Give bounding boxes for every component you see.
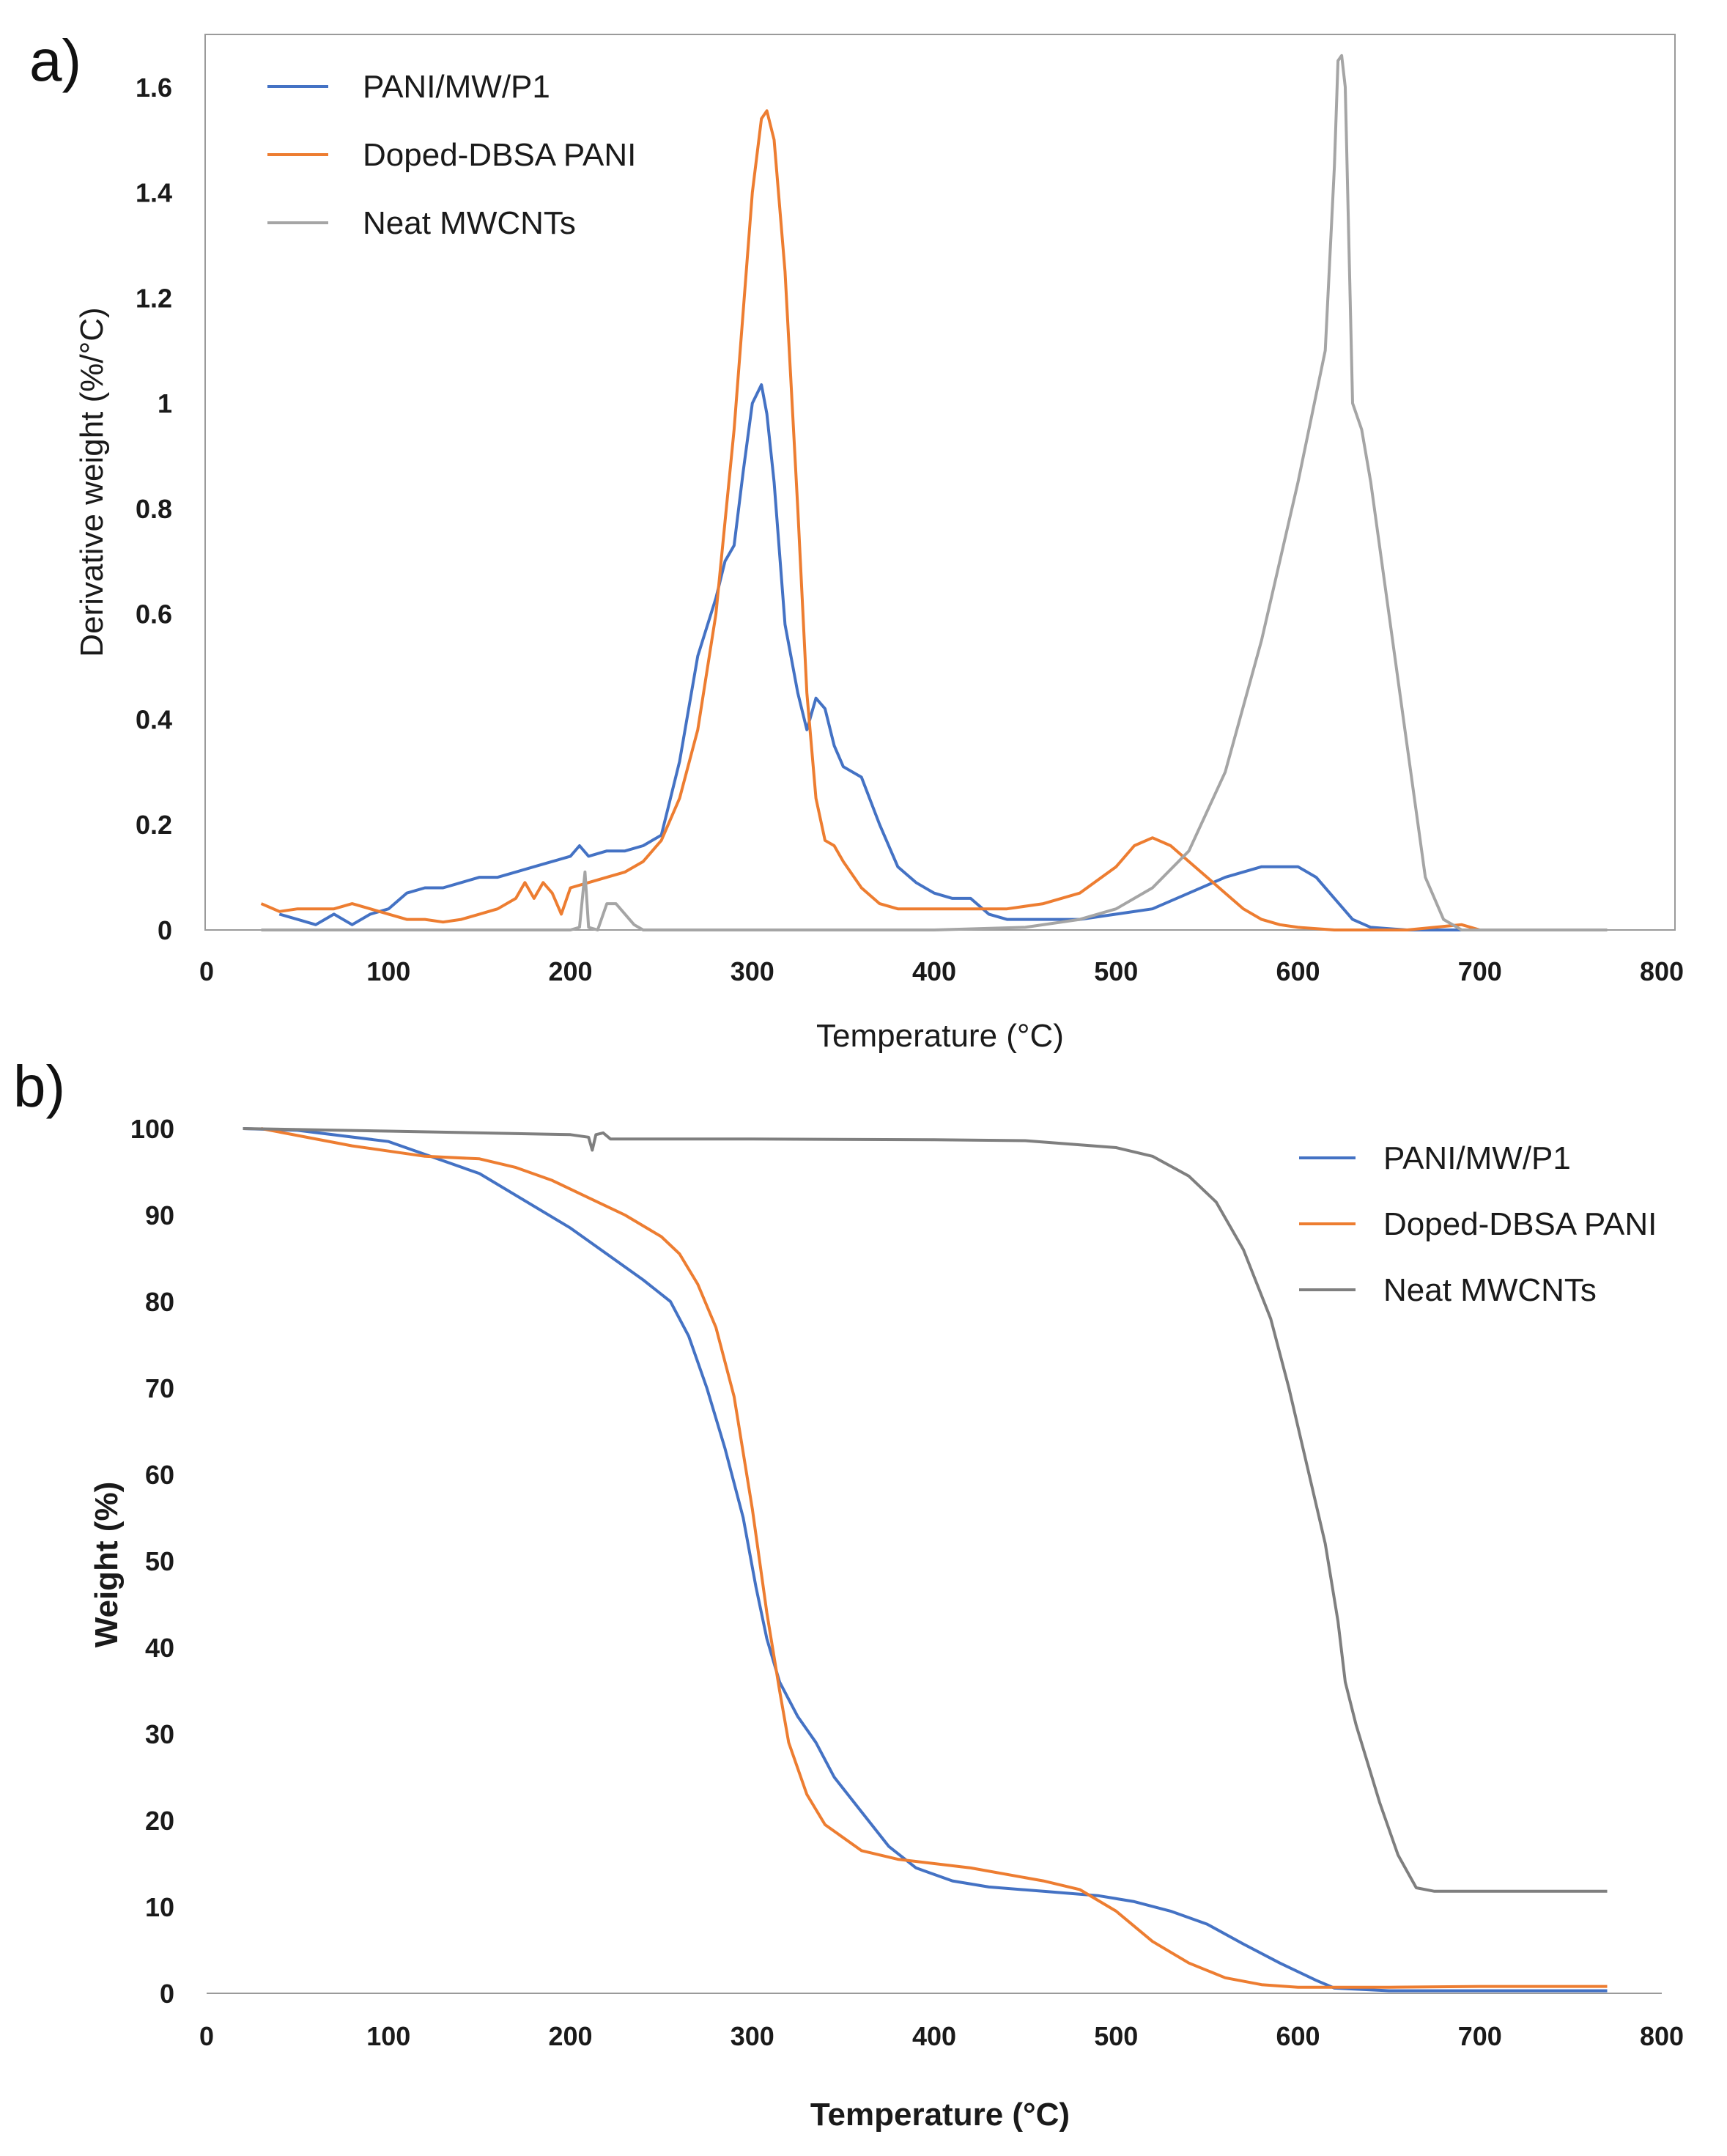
tga-legend-label-doped-dbsa-pani: Doped-DBSA PANI: [1383, 1206, 1657, 1242]
dtg-y-tick-label: 1: [158, 388, 172, 418]
dtg-chart-panel: a) 0 0.2 0.4 0.6 0.8 1 1.2 1.4 1.6 0 100 200 300 400…: [29, 28, 1684, 1054]
tga-y-tick-label: 10: [145, 1892, 174, 1922]
tga-y-tick-label: 60: [145, 1460, 174, 1490]
tga-series-line-neat-mwcnts: [243, 1127, 1608, 1893]
tga-series-line-doped-dbsa-pani: [261, 1127, 1608, 1989]
tga-x-tick-label: 400: [912, 2021, 956, 2051]
dtg-legend: PANI/MW/P1 Doped-DBSA PANI Neat MWCNTs: [267, 69, 636, 241]
tga-y-tick-label: 50: [145, 1546, 174, 1576]
tga-series-lines: [243, 1127, 1608, 1993]
tga-x-tick-label: 0: [199, 2021, 214, 2051]
dtg-y-tick-label: 0.6: [136, 599, 172, 630]
panel-label-b: b): [13, 1054, 65, 1119]
tga-legend: PANI/MW/P1 Doped-DBSA PANI Neat MWCNTs: [1299, 1140, 1657, 1308]
dtg-y-axis-title: Derivative weight (%/°C): [74, 307, 110, 657]
tga-y-tick-label: 90: [145, 1200, 174, 1230]
tga-y-tick-label: 70: [145, 1373, 174, 1403]
dtg-series-line-neat-mwcnts: [261, 53, 1608, 931]
dtg-y-tick-label: 0.4: [136, 704, 172, 734]
tga-y-tick-label: 30: [145, 1719, 174, 1749]
dtg-y-tick-label: 0: [158, 915, 172, 945]
dtg-legend-label-pani-mw-p1: PANI/MW/P1: [363, 69, 550, 105]
tga-series-line-pani-mw-p1: [243, 1127, 1608, 1993]
dtg-series-lines: [260, 53, 1608, 931]
dtg-y-tick-label: 0.8: [136, 494, 172, 524]
tga-y-tick-label: 100: [130, 1114, 174, 1144]
tga-y-tick-label: 40: [145, 1633, 174, 1663]
tga-x-tick-label: 300: [731, 2021, 774, 2051]
dtg-series-line-doped-dbsa-pani: [260, 109, 1481, 931]
tga-x-tick-label: 200: [548, 2021, 592, 2051]
dtg-y-tick-labels: 0 0.2 0.4 0.6 0.8 1 1.2 1.4 1.6: [136, 73, 172, 945]
dtg-x-tick-label: 600: [1276, 956, 1320, 986]
tga-x-tick-label: 700: [1458, 2021, 1502, 2051]
dtg-x-tick-label: 200: [548, 956, 592, 986]
tga-legend-label-pani-mw-p1: PANI/MW/P1: [1383, 1140, 1571, 1176]
dtg-x-tick-label: 800: [1640, 956, 1684, 986]
dtg-x-tick-label: 700: [1458, 956, 1502, 986]
dtg-x-tick-labels: 0 100 200 300 400 500 600 700 800: [199, 956, 1684, 986]
tga-x-tick-label: 500: [1094, 2021, 1138, 2051]
dtg-series-line-pani-mw-p1: [278, 383, 1608, 931]
panel-label-a: a): [29, 28, 81, 93]
dtg-legend-label-doped-dbsa-pani: Doped-DBSA PANI: [363, 137, 636, 173]
tga-y-axis-title: Weight (%): [89, 1482, 125, 1648]
dtg-legend-label-neat-mwcnts: Neat MWCNTs: [363, 205, 576, 241]
tga-chart-panel: b) 0 10 20 30 40 50 60 70 80 90 100 0 100 200 300 400 5…: [13, 1054, 1684, 2133]
tga-y-tick-labels: 0 10 20 30 40 50 60 70 80 90 100: [130, 1114, 174, 2009]
tga-legend-label-neat-mwcnts: Neat MWCNTs: [1383, 1272, 1597, 1308]
dtg-x-tick-label: 100: [366, 956, 410, 986]
tga-x-tick-label: 100: [366, 2021, 410, 2051]
dtg-y-tick-label: 1.4: [136, 178, 172, 208]
tga-x-tick-labels: 0 100 200 300 400 500 600 700 800: [199, 2021, 1684, 2051]
dtg-x-tick-label: 400: [912, 956, 956, 986]
dtg-x-axis-title: Temperature (°C): [816, 1018, 1064, 1054]
tga-y-tick-label: 80: [145, 1287, 174, 1317]
tga-x-tick-label: 800: [1640, 2021, 1684, 2051]
dtg-x-tick-label: 300: [731, 956, 774, 986]
tga-x-tick-label: 600: [1276, 2021, 1320, 2051]
dtg-x-tick-label: 500: [1094, 956, 1138, 986]
tga-y-tick-label: 0: [160, 1979, 174, 2009]
tga-x-axis-title: Temperature (°C): [810, 2097, 1070, 2133]
dtg-x-tick-label: 0: [199, 956, 214, 986]
tga-y-tick-label: 20: [145, 1806, 174, 1836]
dtg-y-tick-label: 0.2: [136, 810, 172, 840]
dtg-y-tick-label: 1.6: [136, 73, 172, 103]
dtg-y-tick-label: 1.2: [136, 283, 172, 313]
